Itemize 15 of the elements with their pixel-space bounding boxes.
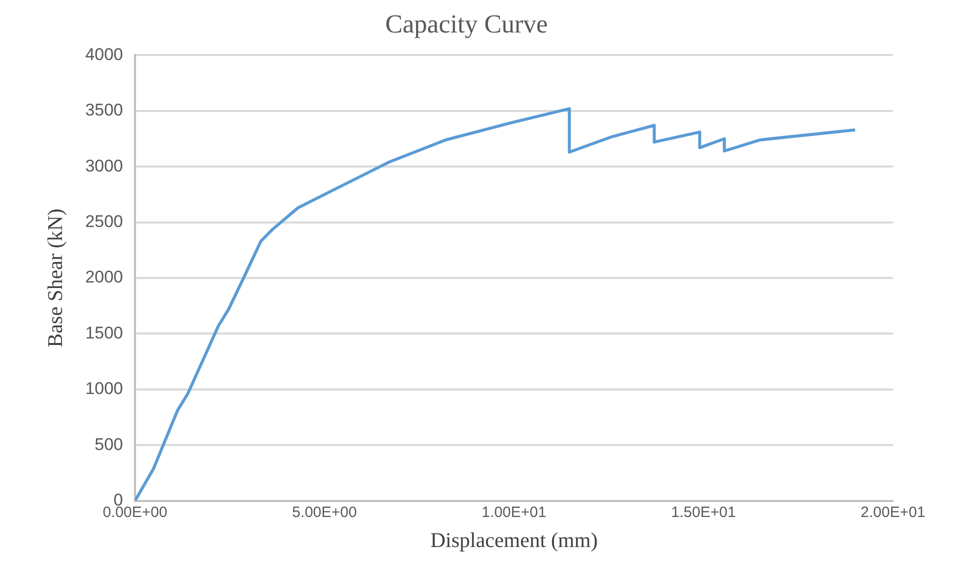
y-tick-label: 1500 [85,323,124,342]
y-tick-label: 3000 [85,156,124,176]
y-tick-label: 2000 [85,268,124,287]
x-tick-label: 1.50E+01 [671,504,736,521]
x-tick-label: 2.00E+01 [860,504,926,521]
x-tick-label: 5.00E+00 [292,504,357,521]
y-tick-label: 4000 [85,44,124,64]
x-tick-label: 1.00E+01 [482,504,546,521]
x-axis-title: Displacement (mm) [430,528,598,552]
y-tick-label: 3500 [85,100,124,120]
y-tick-label: 1000 [85,379,124,398]
y-axis-title: Base Shear (kN) [43,208,68,348]
chart-title: Capacity Curve [385,9,548,38]
y-tick-label: 500 [94,434,124,454]
y-tick-label: 2500 [85,212,124,231]
